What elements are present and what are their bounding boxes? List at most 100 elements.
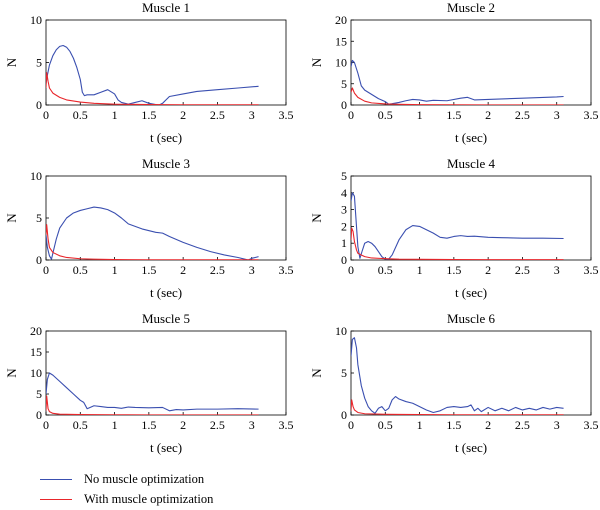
panel-title: Muscle 4 — [447, 156, 496, 171]
y-tick-label: 10 — [30, 169, 42, 183]
y-tick-label: 0 — [36, 253, 42, 267]
x-tick-label: 2 — [180, 108, 186, 122]
panel-title: Muscle 5 — [142, 311, 190, 326]
plot-frame — [45, 330, 287, 416]
y-axis-label: N — [309, 368, 324, 378]
panel-title: Muscle 6 — [447, 311, 496, 326]
x-tick-label: 0 — [43, 108, 49, 122]
series-line-no-optimization — [351, 337, 564, 414]
x-tick-label: 3 — [249, 108, 255, 122]
x-tick-label: 3 — [554, 263, 560, 277]
x-tick-label: 2 — [180, 418, 186, 432]
series-line-with-optimization — [351, 227, 564, 260]
x-axis-label: t (sec) — [455, 285, 487, 300]
x-tick-label: 0 — [348, 263, 354, 277]
y-tick-label: 3 — [341, 203, 347, 217]
x-tick-label: 3 — [554, 418, 560, 432]
series-line-with-optimization — [351, 399, 564, 415]
x-tick-label: 2 — [485, 263, 491, 277]
series-line-with-optimization — [46, 395, 259, 415]
panel-muscle-1: Muscle 1 0 0.5 1 1.5 2 2.5 3 3.5 0 5 10 t (sec) N — [4, 0, 294, 145]
x-tick-label: 2 — [180, 263, 186, 277]
x-tick-label: 3.5 — [584, 263, 599, 277]
y-tick-label: 5 — [341, 169, 347, 183]
x-tick-label: 1.5 — [141, 108, 156, 122]
legend-item-with-optimization: With muscle optimization — [40, 491, 213, 507]
y-tick-label: 1 — [341, 236, 347, 250]
plot-frame — [350, 330, 592, 416]
x-tick-label: 3 — [249, 418, 255, 432]
series-line-no-optimization — [351, 59, 564, 105]
x-tick-label: 1 — [112, 418, 118, 432]
x-tick-label: 1.5 — [141, 418, 156, 432]
y-tick-label: 10 — [30, 366, 42, 380]
y-tick-label: 0 — [36, 98, 42, 112]
series-line-with-optimization — [46, 72, 259, 105]
x-tick-label: 2 — [485, 418, 491, 432]
legend-swatch-no-optimization — [40, 478, 72, 480]
x-tick-label: 0 — [43, 418, 49, 432]
x-tick-label: 3.5 — [279, 263, 294, 277]
y-tick-label: 5 — [36, 211, 42, 225]
x-axis-label: t (sec) — [455, 130, 487, 145]
y-tick-label: 2 — [341, 219, 347, 233]
y-axis-label: N — [4, 213, 19, 223]
x-tick-label: 3 — [249, 263, 255, 277]
x-tick-label: 1.5 — [446, 263, 461, 277]
legend-swatch-with-optimization — [40, 498, 72, 500]
x-axis-label: t (sec) — [150, 130, 182, 145]
y-tick-label: 0 — [341, 98, 347, 112]
plot-frame — [350, 175, 592, 261]
y-tick-label: 20 — [30, 324, 42, 338]
y-tick-label: 15 — [30, 345, 42, 359]
y-tick-label: 0 — [36, 408, 42, 422]
x-axis-label: t (sec) — [150, 440, 182, 455]
x-tick-label: 3.5 — [279, 108, 294, 122]
series-line-no-optimization — [46, 44, 259, 105]
panel-muscle-5: Muscle 5 0 0.5 1 1.5 2 2.5 3 3.5 0 5 10 15 20 t (sec) N — [4, 311, 294, 455]
x-tick-label: 2.5 — [515, 108, 530, 122]
y-tick-label: 10 — [335, 56, 347, 70]
y-tick-label: 10 — [30, 13, 42, 27]
legend-label-with-optimization: With muscle optimization — [84, 491, 214, 506]
x-tick-label: 3 — [554, 108, 560, 122]
y-tick-label: 5 — [341, 366, 347, 380]
panel-muscle-3: Muscle 3 0 0.5 1 1.5 2 2.5 3 3.5 0 5 10 t (sec) N — [4, 156, 294, 300]
y-tick-label: 0 — [341, 253, 347, 267]
legend: No muscle optimization With muscle optim… — [40, 465, 340, 507]
x-tick-label: 2 — [485, 108, 491, 122]
x-tick-label: 2.5 — [210, 418, 225, 432]
x-tick-label: 1 — [417, 263, 423, 277]
series-line-no-optimization — [351, 192, 564, 260]
plot-frame — [45, 175, 287, 261]
x-tick-label: 3.5 — [584, 108, 599, 122]
y-axis-label: N — [309, 57, 324, 67]
x-tick-label: 0 — [348, 108, 354, 122]
series-line-with-optimization — [46, 224, 259, 260]
y-axis-label: N — [4, 368, 19, 378]
legend-item-no-optimization: No muscle optimization — [40, 471, 204, 487]
plot-frame — [350, 19, 592, 106]
y-tick-label: 5 — [36, 387, 42, 401]
x-tick-label: 1.5 — [446, 108, 461, 122]
y-axis-label: N — [309, 213, 324, 223]
x-tick-label: 1.5 — [446, 418, 461, 432]
panel-title: Muscle 1 — [142, 0, 190, 15]
y-tick-label: 4 — [341, 186, 347, 200]
y-tick-label: 20 — [335, 13, 347, 27]
x-axis-label: t (sec) — [455, 440, 487, 455]
x-tick-label: 1 — [112, 108, 118, 122]
x-tick-label: 2.5 — [515, 263, 530, 277]
x-tick-label: 0.5 — [378, 108, 393, 122]
x-tick-label: 0 — [43, 263, 49, 277]
y-tick-label: 5 — [341, 77, 347, 91]
x-tick-label: 3.5 — [279, 418, 294, 432]
panel-muscle-6: Muscle 6 0 0.5 1 1.5 2 2.5 3 3.5 0 5 10 t (sec) N — [309, 311, 599, 455]
x-tick-label: 0.5 — [73, 263, 88, 277]
x-tick-label: 2.5 — [515, 418, 530, 432]
x-tick-label: 0.5 — [73, 108, 88, 122]
x-tick-label: 0.5 — [378, 418, 393, 432]
panel-muscle-2: Muscle 2 0 0.5 1 1.5 2 2.5 3 3.5 0 5 10 15 20 t (sec) N — [309, 0, 599, 145]
